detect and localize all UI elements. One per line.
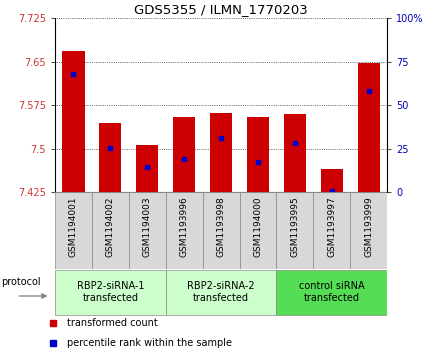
Text: GSM1193998: GSM1193998	[216, 196, 226, 257]
Text: GSM1194002: GSM1194002	[106, 196, 115, 257]
Text: RBP2-siRNA-2
transfected: RBP2-siRNA-2 transfected	[187, 281, 255, 303]
Bar	[55, 192, 92, 269]
Text: GSM1194000: GSM1194000	[253, 196, 263, 257]
Text: protocol: protocol	[1, 277, 41, 287]
Bar	[99, 123, 121, 192]
Text: control siRNA
transfected: control siRNA transfected	[299, 281, 365, 303]
Bar	[239, 192, 276, 269]
Text: GSM1193995: GSM1193995	[290, 196, 300, 257]
Bar	[358, 63, 380, 192]
Bar	[276, 270, 387, 315]
Bar	[313, 192, 350, 269]
Text: GSM1193999: GSM1193999	[364, 196, 373, 257]
Bar	[350, 192, 387, 269]
Bar	[203, 192, 239, 269]
Bar	[247, 117, 269, 192]
Bar	[276, 192, 313, 269]
Text: GSM1193997: GSM1193997	[327, 196, 336, 257]
Bar	[62, 51, 84, 192]
Text: GSM1194003: GSM1194003	[143, 196, 152, 257]
Text: GSM1193996: GSM1193996	[180, 196, 189, 257]
Bar	[166, 192, 203, 269]
Bar	[136, 145, 158, 192]
Bar	[284, 114, 306, 192]
Bar	[321, 169, 343, 192]
Bar	[92, 192, 129, 269]
Bar	[166, 270, 276, 315]
Bar	[173, 117, 195, 192]
Text: percentile rank within the sample: percentile rank within the sample	[67, 338, 232, 348]
Text: transformed count: transformed count	[67, 318, 158, 328]
Text: RBP2-siRNA-1
transfected: RBP2-siRNA-1 transfected	[77, 281, 144, 303]
Bar	[55, 270, 166, 315]
Bar	[210, 113, 232, 192]
Bar	[129, 192, 166, 269]
Title: GDS5355 / ILMN_1770203: GDS5355 / ILMN_1770203	[134, 3, 308, 16]
Text: GSM1194001: GSM1194001	[69, 196, 78, 257]
